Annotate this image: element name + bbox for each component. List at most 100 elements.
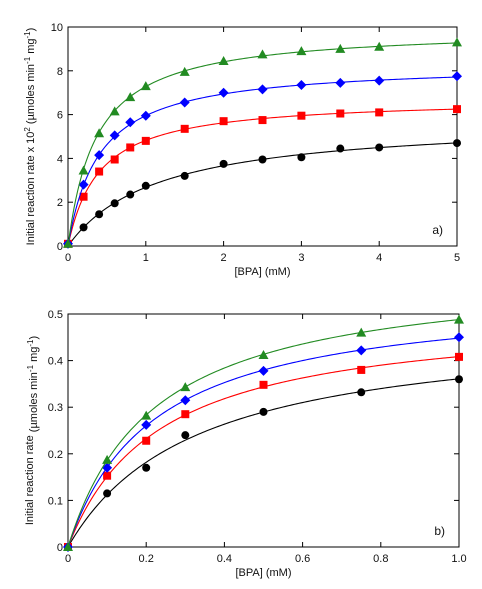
y-tick-label: 0 [57,241,63,253]
x-tick-label: 2 [221,252,227,264]
x-axis-label: [BPA] (mM) [234,266,290,278]
panel-label: b) [434,524,445,538]
data-point [95,167,104,176]
data-point [109,106,120,116]
y-tick-label: 6 [57,110,63,122]
data-point [453,139,461,148]
data-point [126,190,135,199]
data-point [78,179,89,190]
y-tick-label: 4 [57,153,63,165]
x-tick-label: 0 [65,252,71,264]
data-point [336,144,345,153]
data-point [102,462,113,473]
data-point [140,110,151,121]
x-tick-label: 0.6 [295,553,310,565]
data-point [374,41,385,51]
data-point [95,210,104,219]
data-point [125,117,136,128]
data-point [180,382,191,392]
data-point [452,71,462,82]
data-point [375,108,384,117]
data-point [374,75,385,86]
data-point [357,365,366,374]
series-triangle [63,314,464,551]
y-tick-label: 0.4 [48,356,63,368]
y-axis-label-part: Initial reaction rate [24,435,36,525]
x-tick-label: 5 [454,252,460,264]
data-point [297,153,306,162]
data-point [141,136,150,145]
data-point [356,327,367,337]
x-tick-label: 3 [298,252,304,264]
y-axis-label-part: (µmoles min [28,372,40,435]
data-point [141,410,152,420]
plot-frame [67,313,460,548]
data-point [257,49,268,59]
x-tick-label: 1.0 [451,553,466,565]
y-axis-label-part: Initial reaction rate x 10 [25,132,37,246]
data-point [142,436,151,445]
series-diamond [63,332,464,552]
data-point [179,97,190,108]
data-point [357,388,366,397]
data-point [218,55,229,65]
data-point [94,150,105,161]
series-circle [64,375,463,551]
data-point [455,375,463,384]
data-point [257,84,268,95]
y-axis-label-part: -1 [26,339,35,347]
data-point [110,155,119,164]
data-point [454,314,464,324]
data-point [103,489,112,498]
data-point [180,124,189,133]
x-tick-label: 0.4 [217,553,232,565]
data-point [219,117,228,126]
y-axis-label-part: ) [28,336,40,340]
data-point [375,143,384,152]
data-point [218,87,229,98]
data-point [296,46,307,56]
data-point [258,365,269,376]
chart-panel-2: 0 0.2 0.4 0.6 0.8 1.0 0 0.1 0.2 0.3 0.4 0.5 [BPA] (m… [24,309,467,579]
y-axis-label-part: mg [28,347,40,365]
data-point [79,192,88,201]
x-tick-label: 0.2 [139,553,154,565]
data-point [455,352,463,361]
data-point [109,130,120,141]
data-point [452,37,462,47]
data-point [258,116,267,125]
y-axis-label-part: (µmoles min [25,64,37,127]
x-tick-label: 0.8 [373,553,388,565]
series-triangle [63,37,462,248]
y-axis-label-part: -1 [23,31,32,39]
y-axis-label-part: -1 [26,364,35,372]
data-point [181,410,190,419]
data-point [79,223,88,232]
data-point [259,380,268,389]
data-point [141,419,152,430]
data-point [356,345,367,356]
panel-label: a) [432,223,443,237]
chart-panel-1: 0 1 2 3 4 5 0 2 4 6 8 10 [BPA] (mM) Initial reaction … [23,22,462,278]
y-tick-label: 8 [57,66,63,78]
data-point [125,92,136,102]
series-square [64,105,461,248]
data-point [453,105,461,114]
data-point [336,109,345,118]
data-point [335,77,346,88]
data-point [94,128,105,138]
data-point [219,159,228,168]
data-point [258,350,269,360]
y-tick-label: 0.1 [48,495,63,507]
fit-curve [67,108,458,247]
data-point [110,199,119,208]
data-point [63,238,73,248]
data-point [102,454,113,464]
plot-frame [67,26,458,247]
y-axis-label: Initial reaction rate x 102 (µmoles min-… [23,28,37,246]
data-point [258,155,267,164]
data-point [142,463,151,472]
x-axis-label: [BPA] (mM) [235,567,291,579]
data-point [103,471,112,480]
